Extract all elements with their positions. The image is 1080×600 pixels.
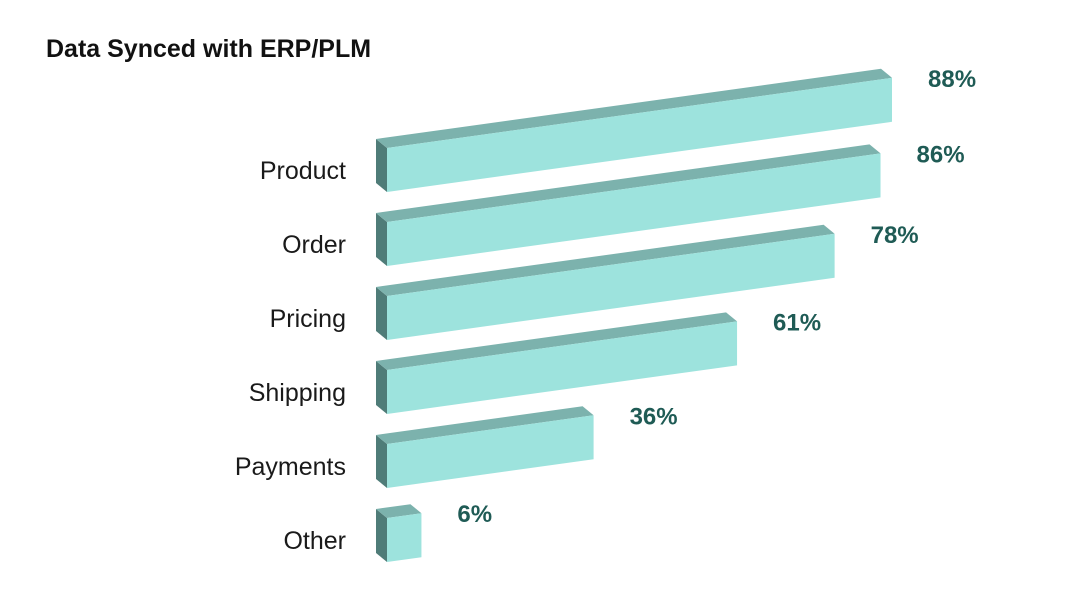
bar-pricing [376,224,835,340]
bar-face [387,77,892,192]
bar-side [376,361,387,414]
category-label: Order [282,231,346,259]
bar-shipping [376,312,738,414]
category-label: Pricing [270,305,346,333]
bar-other [376,504,422,562]
bar-top [376,144,881,222]
value-label: 61% [773,309,821,336]
chart-title: Data Synced with ERP/PLM [46,35,371,63]
bar-top [376,68,892,148]
bar-face [387,233,835,340]
bar-top [376,224,835,296]
value-label: 86% [917,141,965,168]
category-label: Payments [235,453,346,481]
category-label: Shipping [249,379,346,407]
bar-side [376,139,387,192]
bar-order [376,144,881,266]
bar-side [376,435,387,488]
bar-side [376,287,387,340]
category-label: Product [260,157,346,185]
bar-face [387,321,738,414]
bar-face [387,153,881,266]
bars-group: Product 88% Order 86% Pricing 78% Shipping 61% P… [235,66,976,562]
bar-side [376,509,387,562]
bar-product [376,68,892,192]
bar-top [376,312,738,370]
bar-side [376,213,387,266]
bar-face [387,513,422,562]
bar-face [387,415,594,488]
value-label: 78% [871,222,919,249]
category-label: Other [283,527,346,555]
value-label: 6% [457,501,492,528]
bar-top [376,406,594,444]
value-label: 36% [630,403,678,430]
value-label: 88% [928,66,976,93]
bar-payments [376,406,594,488]
bar-top [376,504,422,518]
